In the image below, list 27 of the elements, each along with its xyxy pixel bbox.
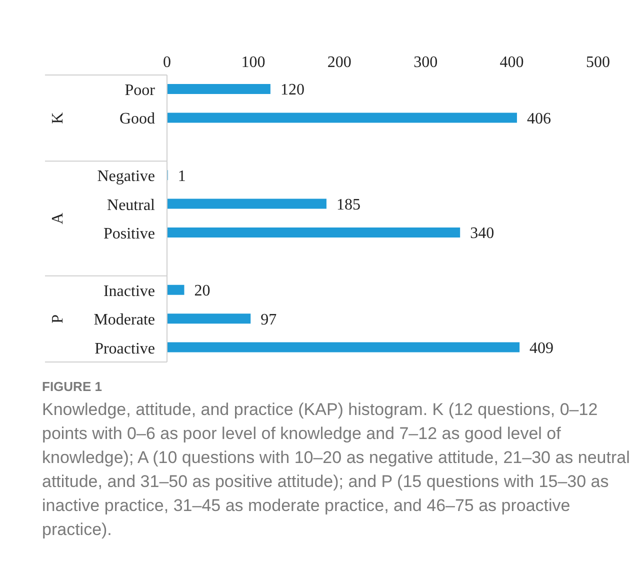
text: Knowledge, attitude, and practice (KAP) histogram. K (12 questions, 0–12 points with 0–6 as poor level of knowledge and 7–12 as good level of knowledge); A (10 questions with 10–20 as negative attitude, 21–30 as neutral attitude, and 31–50 as positive attitude); and P (15 questions with 15–30 as inactive practice, 31–45 as moderate practice, and 46–75 as proactive practice). (42, 399, 631, 541)
data-label: 185 (336, 196, 360, 214)
text: K (50, 112, 66, 124)
x-tick-label: 300 (414, 54, 438, 71)
x-tick-label: 100 (241, 54, 266, 71)
y-tick-label: Good (119, 110, 155, 128)
y-tick-label: Proactive (94, 340, 155, 358)
data-label: 120 (280, 82, 304, 99)
y-tick-label: Neutral (107, 196, 156, 214)
text: A (50, 212, 66, 224)
y-tick-label: Positive (103, 226, 155, 243)
data-label: 20 (194, 282, 210, 300)
text: P (50, 314, 66, 324)
x-tick-label: 200 (327, 54, 352, 71)
caption: FIGURE 1 (42, 379, 103, 394)
data-label: 340 (470, 225, 494, 242)
y-tick-label: Negative (97, 168, 155, 186)
data-label: 1 (178, 168, 186, 185)
x-tick-label: 500 (586, 54, 610, 71)
y-tick-label: Inactive (103, 282, 155, 300)
x-tick-label: 0 (163, 54, 171, 71)
y-tick-label: Poor (124, 82, 156, 100)
data-label: 97 (260, 311, 277, 328)
data-label: 409 (530, 340, 554, 357)
x-tick-label: 400 (500, 54, 524, 71)
y-tick-label: Moderate (94, 312, 155, 329)
data-label: 406 (526, 110, 551, 128)
